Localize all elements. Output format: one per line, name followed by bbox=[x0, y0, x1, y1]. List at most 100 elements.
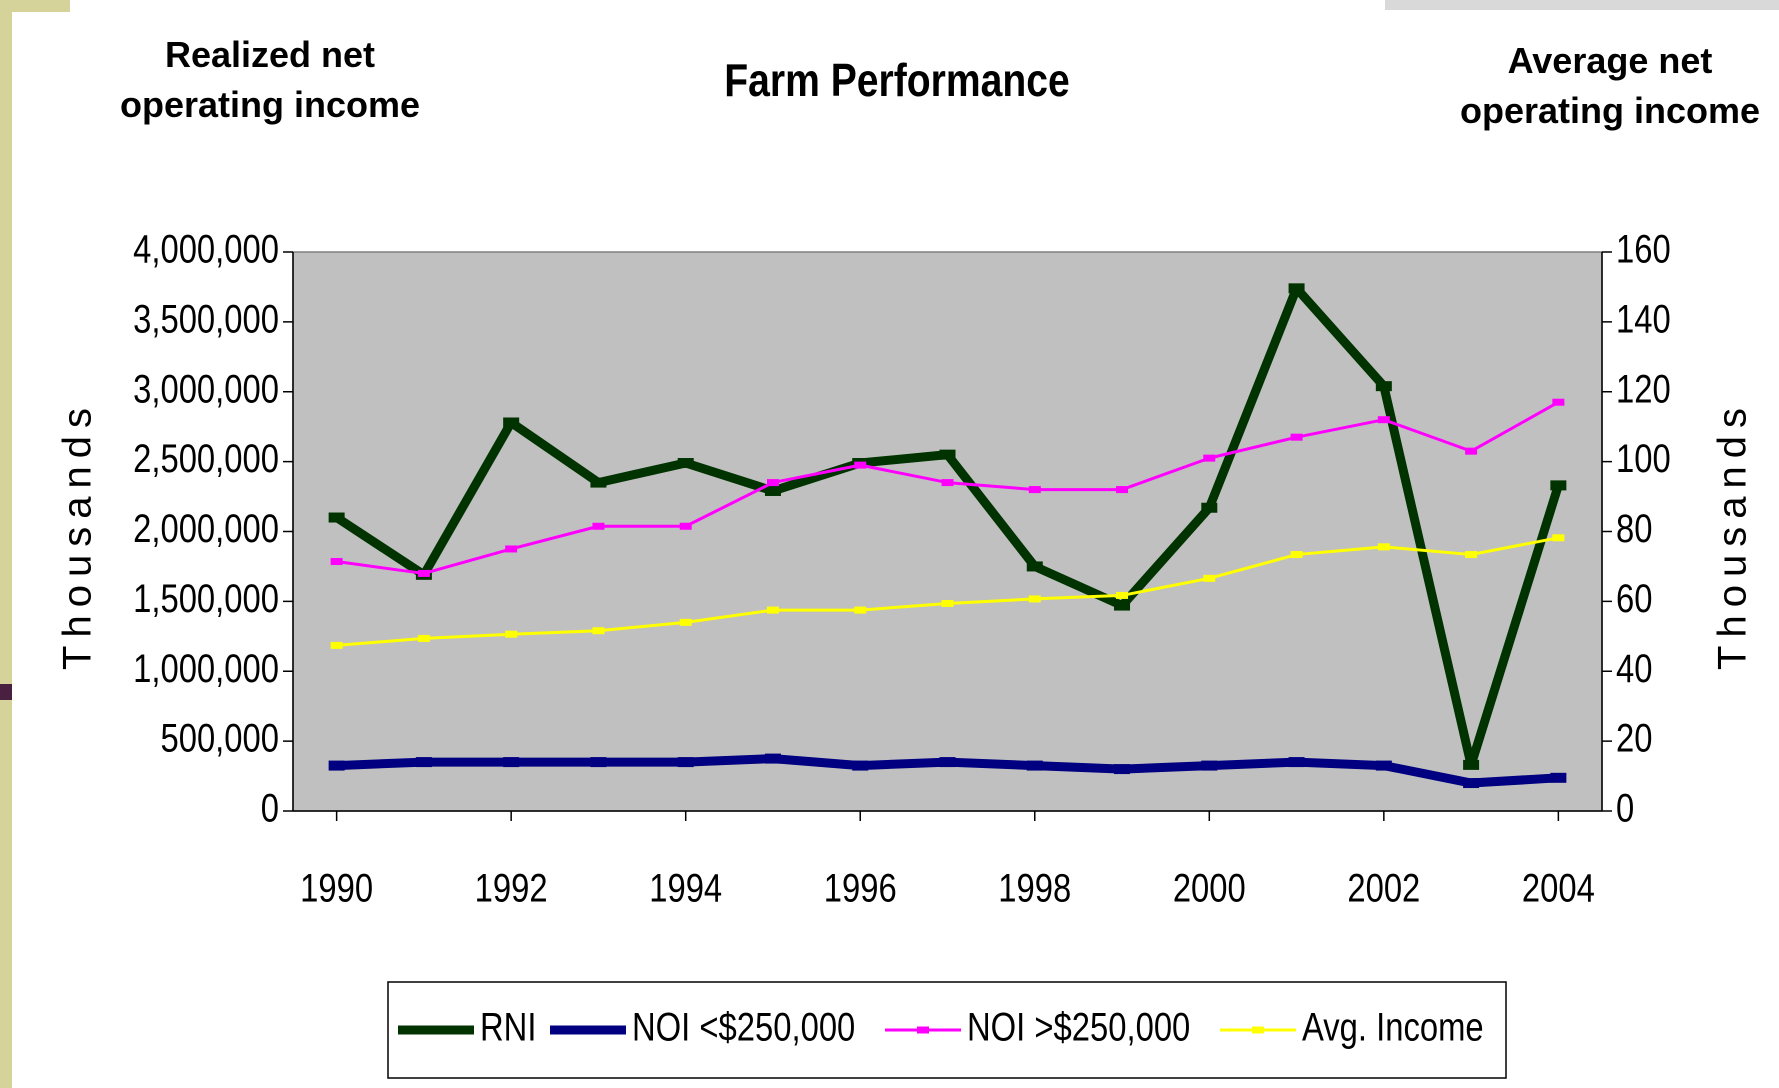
y2-tick-label: 160 bbox=[1616, 226, 1671, 271]
legend-marker bbox=[917, 1026, 929, 1034]
point-marker bbox=[1375, 381, 1392, 392]
y-axis-title: Realized net operating income bbox=[119, 34, 421, 125]
y2-axis-title: Average net operating income bbox=[1459, 40, 1761, 131]
y-tick-label: 1,500,000 bbox=[133, 576, 279, 621]
point-marker bbox=[939, 449, 956, 460]
chart-title: Farm Performance bbox=[724, 55, 1069, 107]
y-tick-label: 500,000 bbox=[160, 716, 279, 761]
x-tick-label: 1990 bbox=[300, 865, 373, 910]
point-marker bbox=[1026, 561, 1043, 572]
legend-label: NOI >$250,000 bbox=[967, 1004, 1190, 1049]
y-tick-label: 3,000,000 bbox=[133, 366, 279, 411]
point-marker bbox=[1550, 772, 1567, 783]
point-marker bbox=[1465, 447, 1478, 455]
legend-label: RNI bbox=[480, 1004, 536, 1049]
y2-axis-label: Thousands bbox=[1711, 400, 1755, 670]
point-marker bbox=[1552, 534, 1565, 542]
point-marker bbox=[330, 641, 343, 649]
point-marker bbox=[1114, 600, 1131, 611]
point-marker bbox=[679, 522, 692, 530]
point-marker bbox=[415, 757, 432, 768]
legend-label: Avg. Income bbox=[1302, 1004, 1484, 1049]
point-marker bbox=[941, 479, 954, 487]
point-marker bbox=[503, 757, 520, 768]
y-tick-label: 2,500,000 bbox=[133, 436, 279, 481]
point-marker bbox=[939, 757, 956, 768]
plot-area bbox=[292, 251, 1603, 812]
slide-accent bbox=[0, 684, 12, 700]
point-marker bbox=[852, 760, 869, 771]
x-tick-label: 2002 bbox=[1347, 865, 1420, 910]
point-marker bbox=[941, 599, 954, 607]
point-marker bbox=[677, 458, 694, 469]
point-marker bbox=[417, 634, 430, 642]
point-marker bbox=[1201, 760, 1218, 771]
point-marker bbox=[417, 569, 430, 577]
point-marker bbox=[590, 477, 607, 488]
point-marker bbox=[1377, 543, 1390, 551]
y2-tick-label: 20 bbox=[1616, 716, 1652, 761]
point-marker bbox=[1203, 574, 1216, 582]
point-marker bbox=[1290, 551, 1303, 559]
y2-title-box: Average net operating income bbox=[1459, 40, 1761, 131]
y2-tick-label: 100 bbox=[1616, 436, 1671, 481]
y-tick-label: 3,500,000 bbox=[133, 296, 279, 341]
point-marker bbox=[1028, 486, 1041, 494]
point-marker bbox=[1288, 283, 1305, 294]
point-marker bbox=[764, 753, 781, 764]
x-tick-label: 1994 bbox=[649, 865, 722, 910]
point-marker bbox=[590, 757, 607, 768]
point-marker bbox=[766, 479, 779, 487]
y-title-box: Realized net operating income bbox=[119, 34, 421, 125]
y2-tick-label: 80 bbox=[1616, 506, 1652, 551]
point-marker bbox=[677, 757, 694, 768]
y2-tick-label: 140 bbox=[1616, 296, 1671, 341]
point-marker bbox=[1028, 595, 1041, 603]
y-tick-label: 4,000,000 bbox=[133, 226, 279, 271]
point-marker bbox=[330, 558, 343, 566]
y2-tick-label: 0 bbox=[1616, 785, 1634, 830]
slide-strip-top bbox=[0, 0, 70, 12]
point-marker bbox=[679, 618, 692, 626]
point-marker bbox=[592, 522, 605, 530]
point-marker bbox=[505, 630, 518, 638]
x-tick-label: 2004 bbox=[1522, 865, 1595, 910]
point-marker bbox=[503, 417, 520, 428]
point-marker bbox=[1377, 416, 1390, 424]
slide-strip bbox=[0, 0, 12, 1088]
point-marker bbox=[1550, 480, 1567, 491]
y-tick-label: 2,000,000 bbox=[133, 506, 279, 551]
point-marker bbox=[1375, 760, 1392, 771]
y2-tick-label: 60 bbox=[1616, 576, 1652, 621]
point-marker bbox=[1201, 502, 1218, 513]
legend-label: NOI <$250,000 bbox=[632, 1004, 855, 1049]
x-tick-label: 1992 bbox=[475, 865, 548, 910]
point-marker bbox=[1465, 551, 1478, 559]
y2-tick-label: 120 bbox=[1616, 366, 1671, 411]
point-marker bbox=[1463, 778, 1480, 789]
point-marker bbox=[1290, 433, 1303, 441]
point-marker bbox=[1116, 591, 1129, 599]
y-tick-label: 0 bbox=[261, 785, 279, 830]
point-marker bbox=[854, 461, 867, 469]
x-tick-label: 1998 bbox=[998, 865, 1071, 910]
point-marker bbox=[328, 512, 345, 523]
point-marker bbox=[1116, 486, 1129, 494]
x-tick-label: 1996 bbox=[824, 865, 897, 910]
legend-marker bbox=[1252, 1026, 1264, 1034]
point-marker bbox=[764, 485, 781, 496]
point-marker bbox=[854, 606, 867, 614]
slide-strip-right bbox=[1385, 0, 1779, 10]
point-marker bbox=[505, 545, 518, 553]
y2-tick-label: 40 bbox=[1616, 646, 1652, 691]
point-marker bbox=[1114, 764, 1131, 775]
y-tick-label: 1,000,000 bbox=[133, 646, 279, 691]
point-marker bbox=[1288, 757, 1305, 768]
point-marker bbox=[1203, 454, 1216, 462]
point-marker bbox=[328, 760, 345, 771]
point-marker bbox=[1026, 760, 1043, 771]
point-marker bbox=[1463, 759, 1480, 770]
point-marker bbox=[1552, 398, 1565, 406]
x-tick-label: 2000 bbox=[1173, 865, 1246, 910]
